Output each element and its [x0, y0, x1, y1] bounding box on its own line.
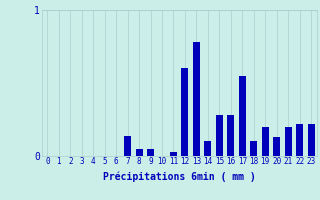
Bar	[273, 137, 280, 156]
Bar	[239, 76, 246, 156]
Bar	[124, 136, 131, 156]
X-axis label: Précipitations 6min ( mm ): Précipitations 6min ( mm )	[103, 172, 256, 182]
Bar	[216, 115, 223, 156]
Bar	[250, 141, 257, 156]
Bar	[147, 149, 154, 156]
Bar	[285, 127, 292, 156]
Bar	[262, 127, 268, 156]
Bar	[170, 152, 177, 156]
Bar	[204, 141, 211, 156]
Bar	[136, 149, 142, 156]
Bar	[296, 124, 303, 156]
Bar	[308, 124, 315, 156]
Bar	[193, 42, 200, 156]
Bar	[181, 68, 188, 156]
Bar	[227, 115, 234, 156]
